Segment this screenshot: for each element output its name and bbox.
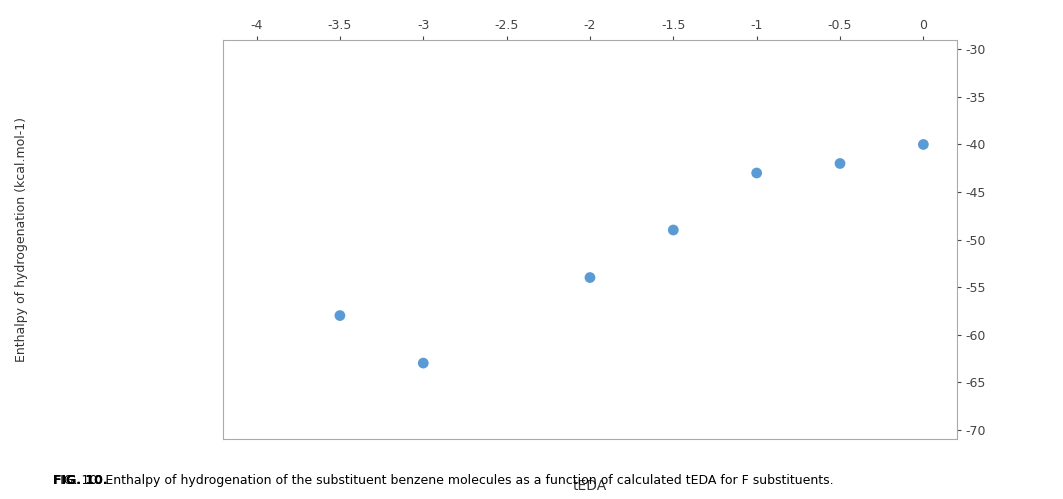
Point <box>748 169 765 177</box>
Text: tEDA: tEDA <box>573 479 607 493</box>
Point <box>581 273 598 281</box>
Point <box>664 226 681 234</box>
Point <box>332 311 349 319</box>
Text: FIG. 10. Enthalpy of hydrogenation of the substituent benzene molecules as a fun: FIG. 10. Enthalpy of hydrogenation of th… <box>53 474 833 487</box>
Point <box>415 359 432 367</box>
Text: Enthalpy of hydrogenation (kcal.mol-1): Enthalpy of hydrogenation (kcal.mol-1) <box>15 117 28 362</box>
Text: FIG. 10.: FIG. 10. <box>53 474 107 487</box>
Point <box>915 141 932 149</box>
Text: FIG. 10.: FIG. 10. <box>53 474 107 487</box>
Point <box>831 160 848 168</box>
Text: FIG. 10. Enthalpy of hydrogenation of the substituent benzene molecules as a fun: FIG. 10. Enthalpy of hydrogenation of th… <box>53 474 833 487</box>
